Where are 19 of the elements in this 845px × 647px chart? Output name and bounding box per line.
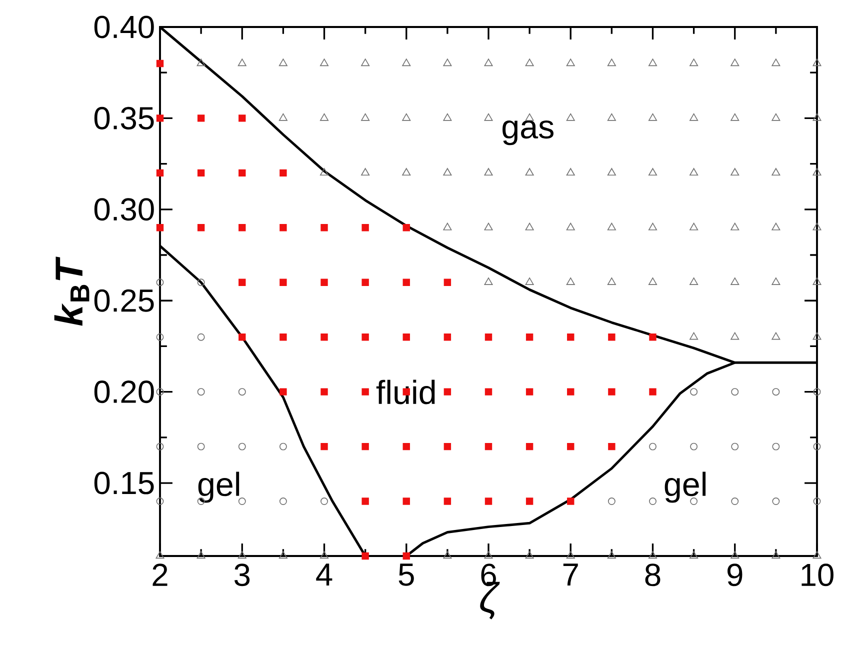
- x-tick-label: 9: [728, 564, 742, 586]
- y-tick-label: 0.40: [94, 16, 154, 38]
- x-tick-label: 10: [802, 564, 834, 586]
- annotation: gel: [198, 472, 240, 503]
- x-tick-label: 5: [398, 564, 414, 586]
- x-tick-label: 3: [234, 564, 250, 586]
- x-tick-label: 8: [645, 564, 660, 586]
- x-tick-label: 2: [152, 564, 168, 586]
- x-tick-label: 4: [316, 564, 332, 586]
- annotation: fluid: [376, 380, 435, 404]
- y-tick-label: 0.35: [94, 106, 154, 130]
- y-axis-title: k$_{B}$T: [54, 256, 90, 326]
- y-tick-label: 0.25: [94, 289, 154, 312]
- y-tick-label: 0.20: [94, 380, 154, 404]
- y-tick-label: 0.15: [94, 472, 154, 494]
- annotation: gel: [664, 472, 706, 503]
- annotation: gas: [502, 120, 554, 146]
- y-tick-label: 0.30: [94, 198, 154, 221]
- x-tick-label: 7: [563, 564, 578, 586]
